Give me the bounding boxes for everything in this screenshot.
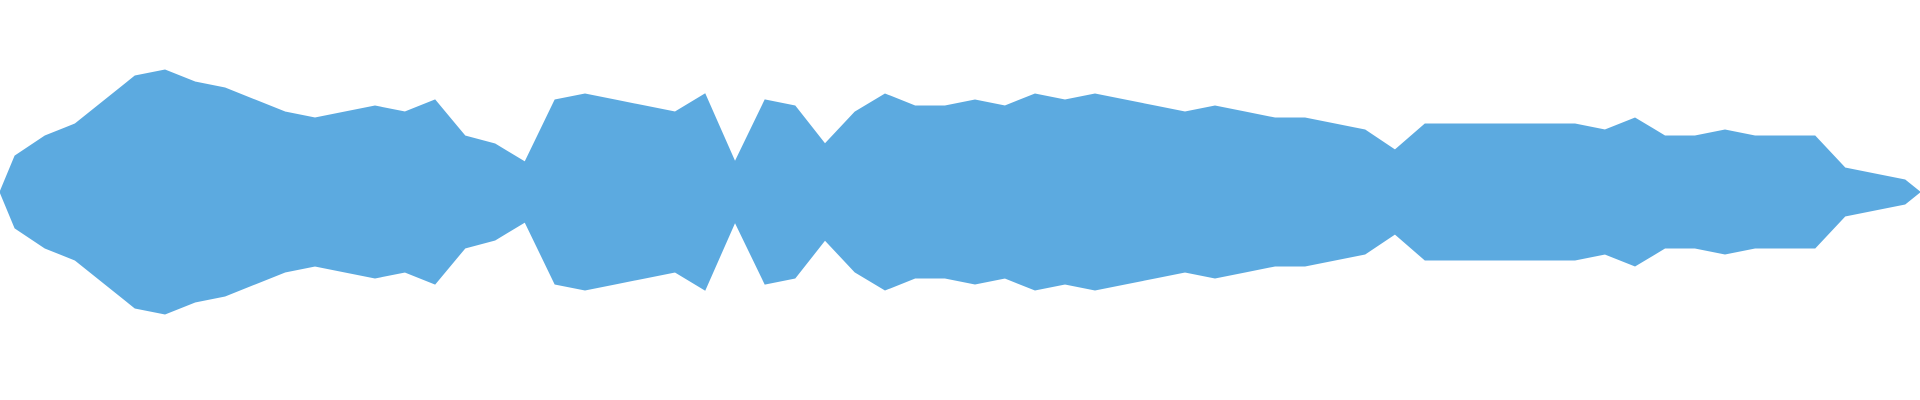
waveform-lower bbox=[0, 191, 1920, 315]
waveform-upper bbox=[0, 69, 1920, 193]
